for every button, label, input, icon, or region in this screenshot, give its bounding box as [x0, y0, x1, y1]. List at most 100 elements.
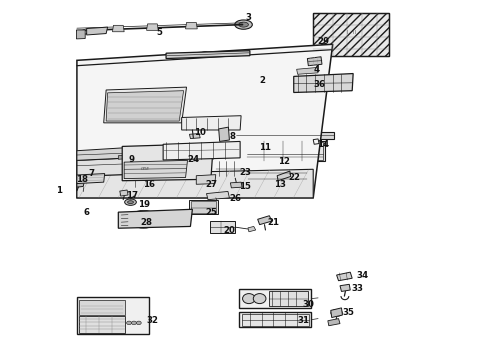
Text: 11: 11: [259, 143, 270, 152]
Polygon shape: [182, 116, 241, 130]
Text: 6: 6: [83, 208, 89, 217]
Polygon shape: [166, 51, 250, 59]
Text: 7: 7: [88, 169, 94, 178]
Text: 23: 23: [239, 168, 251, 177]
Text: 34: 34: [356, 271, 368, 280]
Polygon shape: [258, 216, 272, 225]
Polygon shape: [186, 22, 197, 29]
Text: 8: 8: [229, 132, 235, 141]
Ellipse shape: [131, 321, 136, 325]
Bar: [242, 314, 309, 326]
Polygon shape: [118, 155, 130, 159]
Text: 27: 27: [205, 180, 217, 189]
Polygon shape: [206, 192, 229, 200]
Text: 29: 29: [317, 37, 329, 46]
Ellipse shape: [156, 213, 178, 226]
Polygon shape: [87, 27, 108, 35]
Ellipse shape: [235, 20, 252, 29]
Bar: [210, 221, 235, 233]
Text: 18: 18: [76, 175, 88, 184]
Polygon shape: [337, 272, 352, 281]
Ellipse shape: [124, 199, 136, 205]
Text: 5: 5: [156, 28, 162, 37]
Bar: [313, 13, 389, 56]
Bar: [236, 132, 334, 139]
Polygon shape: [124, 160, 188, 179]
Text: 3: 3: [245, 13, 251, 22]
Text: 17: 17: [125, 190, 138, 199]
Bar: [245, 141, 325, 161]
Ellipse shape: [200, 52, 210, 57]
Text: 15: 15: [239, 182, 251, 191]
Bar: [77, 297, 149, 334]
Polygon shape: [120, 190, 128, 196]
Polygon shape: [340, 284, 350, 292]
Text: 28: 28: [140, 218, 152, 227]
Ellipse shape: [239, 22, 248, 27]
Bar: [216, 161, 241, 176]
Polygon shape: [77, 174, 105, 184]
Bar: [79, 300, 125, 315]
Bar: [313, 13, 389, 56]
Polygon shape: [296, 67, 318, 74]
Polygon shape: [77, 157, 155, 176]
Text: 31: 31: [297, 315, 310, 324]
Text: 4: 4: [313, 65, 319, 74]
Text: 19: 19: [138, 200, 150, 209]
Bar: [239, 289, 311, 308]
Bar: [248, 166, 307, 182]
Bar: [270, 291, 308, 306]
Text: 1: 1: [56, 186, 62, 195]
Polygon shape: [122, 144, 213, 181]
Text: 33: 33: [351, 284, 363, 293]
Text: ODE: ODE: [141, 167, 149, 171]
Text: 26: 26: [229, 194, 242, 203]
Text: 10: 10: [194, 129, 206, 138]
Ellipse shape: [126, 321, 131, 325]
Text: 32: 32: [147, 315, 159, 324]
Text: 14: 14: [317, 140, 329, 149]
Bar: [239, 312, 311, 327]
Ellipse shape: [199, 176, 211, 184]
Text: 21: 21: [267, 218, 279, 227]
Bar: [124, 174, 153, 187]
Polygon shape: [331, 308, 343, 318]
Bar: [246, 164, 309, 184]
Polygon shape: [104, 87, 187, 123]
Text: 2: 2: [260, 76, 266, 85]
Polygon shape: [307, 57, 322, 66]
Ellipse shape: [129, 210, 158, 228]
Polygon shape: [77, 169, 313, 198]
Ellipse shape: [127, 201, 133, 203]
Polygon shape: [230, 182, 242, 188]
Polygon shape: [277, 171, 291, 181]
Text: 12: 12: [278, 157, 290, 166]
Text: 22: 22: [288, 173, 300, 182]
Text: I   II: I II: [347, 30, 356, 35]
Polygon shape: [219, 127, 229, 141]
Text: 36: 36: [313, 80, 325, 89]
Text: 16: 16: [143, 180, 155, 189]
Text: 20: 20: [223, 226, 235, 235]
Polygon shape: [147, 24, 158, 30]
Polygon shape: [77, 146, 155, 160]
Polygon shape: [118, 209, 193, 228]
Text: 9: 9: [128, 155, 134, 164]
Polygon shape: [76, 30, 85, 39]
Bar: [247, 142, 323, 160]
Polygon shape: [196, 175, 216, 184]
Ellipse shape: [136, 321, 141, 325]
Polygon shape: [163, 141, 240, 160]
Polygon shape: [190, 134, 200, 139]
Ellipse shape: [243, 294, 255, 303]
Polygon shape: [294, 73, 353, 93]
Bar: [192, 201, 216, 213]
Text: 25: 25: [205, 208, 217, 217]
Polygon shape: [77, 181, 84, 187]
Ellipse shape: [136, 215, 151, 224]
Bar: [79, 316, 125, 333]
Polygon shape: [77, 44, 333, 198]
Text: 30: 30: [302, 300, 315, 309]
Polygon shape: [113, 25, 124, 32]
Text: 24: 24: [188, 155, 199, 164]
